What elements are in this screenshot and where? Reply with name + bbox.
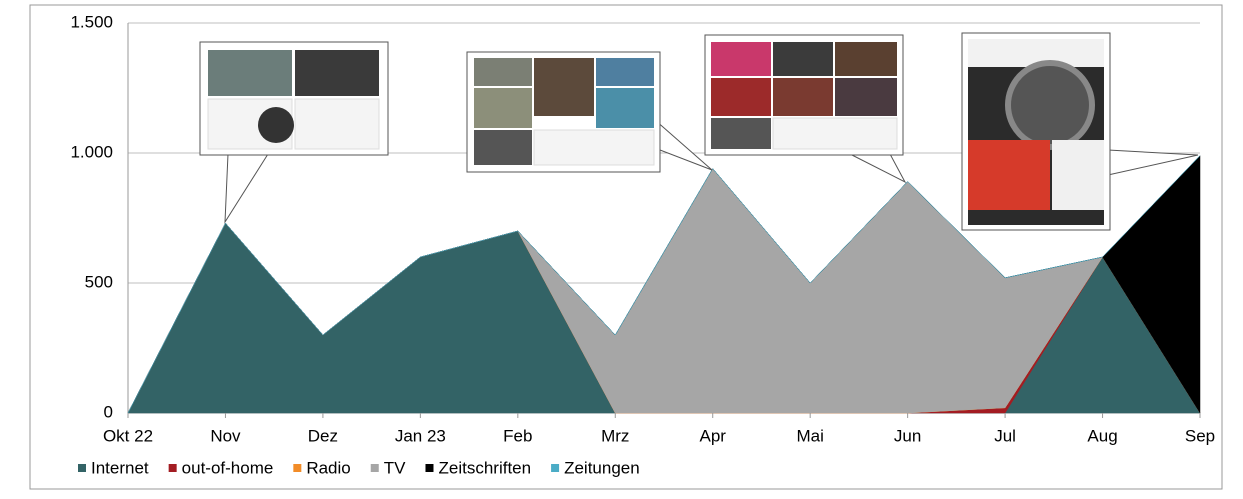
legend-label: Radio [306,458,350,477]
ad-image [533,129,655,166]
ad-image [534,58,594,116]
ad-image [835,78,897,116]
x-tick-label: Jan 23 [395,426,446,445]
ad-image [968,140,1050,210]
ad-image [1005,60,1095,150]
legend-swatch [551,464,560,472]
y-tick-label: 500 [85,272,113,291]
ad-image [711,78,771,116]
ad-image [835,42,897,76]
ad-image [474,130,532,165]
area [127,155,1201,414]
legend-swatch [425,464,434,472]
ad-image [773,42,833,76]
ad-image [294,98,380,150]
x-tick-label: Jul [994,426,1016,445]
ad-image [711,42,771,76]
legend-swatch [293,464,302,472]
y-tick-label: 0 [104,402,113,421]
ad-image [772,117,898,150]
x-tick-label: Aug [1087,426,1117,445]
legend-swatch [168,464,177,472]
plot-area: 0 500 1.000 1.500 Okt 22 Nov Dez Jan 23 Feb Mrz Ap… [70,12,1215,445]
x-tick-label: Dez [308,426,338,445]
legend-label: Internet [91,458,149,477]
ad-callouts [199,32,1199,231]
x-tick-label: Jun [894,426,921,445]
x-tick-label: Nov [210,426,241,445]
y-tick-label: 1.000 [70,142,113,161]
x-tick-label: Okt 22 [103,426,153,445]
ad-image [1052,140,1104,210]
x-tick-label: Apr [699,426,726,445]
x-tick-label: Mai [796,426,823,445]
ad-image [474,88,532,128]
y-tick-label: 1.500 [70,12,113,31]
ad-image [208,50,292,96]
legend-swatch [78,464,86,472]
ad-image [474,58,532,86]
ad-image [258,107,294,143]
legend-label: out-of-home [182,458,274,477]
legend-label: Zeitschriften [438,458,531,477]
ad-image [773,78,833,116]
x-tick-label: Feb [503,426,532,445]
ad-image [596,88,654,128]
legend-swatch [370,464,379,472]
ad-image [295,50,379,96]
legend: Internet out-of-home Radio TV Zeitschriften Z… [78,458,640,477]
x-tick-label: Mrz [601,426,629,445]
ad-image [711,118,771,149]
ad-image [596,58,654,86]
legend-label: TV [384,458,406,477]
legend-label: Zeitungen [564,458,640,477]
x-tick-label: Sep [1185,426,1215,445]
